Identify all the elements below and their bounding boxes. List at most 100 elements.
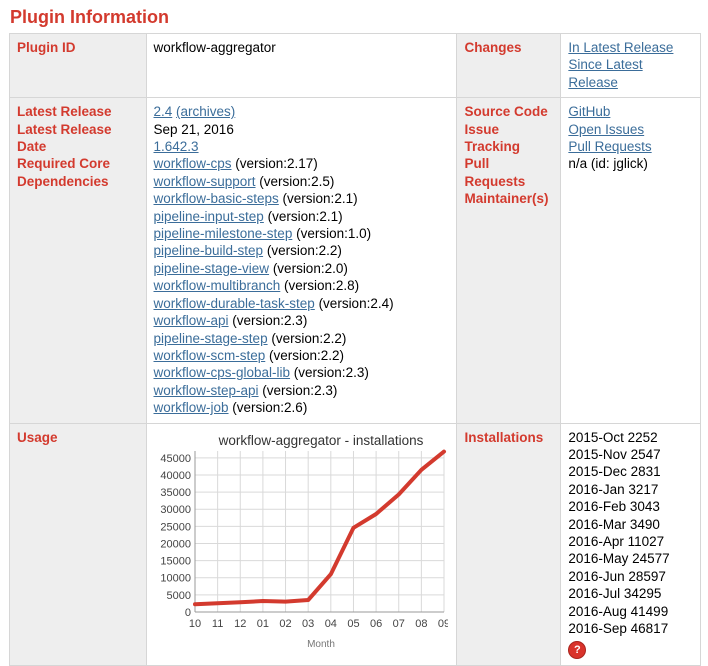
dependency-link[interactable]: workflow-durable-task-step <box>153 295 315 311</box>
plugin-id-label: Plugin ID <box>9 32 147 99</box>
dependency-version: (version:2.4) <box>314 295 394 311</box>
installation-entry: 2016-Jun 28597 <box>568 568 666 584</box>
archives-link[interactable]: (archives) <box>176 104 236 120</box>
dependency-version: (version:2.3) <box>228 313 308 329</box>
dependency-version: (version:2.17) <box>231 156 318 172</box>
installations-cell: 2015-Oct 2252 2015-Nov 2547 2015-Dec 2831 2… <box>560 422 701 666</box>
data-point <box>215 601 219 605</box>
latest-release-label: Latest Release <box>17 104 112 120</box>
installation-entry: 2016-Jan 3217 <box>568 481 659 497</box>
release-version-link[interactable]: 2.4 <box>153 104 173 120</box>
y-tick-label: 35000 <box>160 487 191 499</box>
latest-release-value: 2.4 (archives) <box>154 103 450 120</box>
plugin-info-table: Plugin ID workflow-aggregator Changes In… <box>9 32 701 666</box>
dependency-item: workflow-step-api (version:2.3) <box>154 382 450 399</box>
installation-entry: 2016-Sep 46817 <box>568 621 669 636</box>
data-point <box>419 467 423 471</box>
source-labels-cell: Source Code Issue Tracking Pull Requests… <box>456 97 562 424</box>
changes-label: Changes <box>456 32 562 99</box>
question-icon[interactable]: ? <box>568 641 587 660</box>
x-tick-label: 08 <box>415 618 427 630</box>
dependency-version: (version:2.2) <box>263 243 342 259</box>
dependency-link[interactable]: workflow-scm-step <box>153 347 266 363</box>
dependency-link[interactable]: pipeline-milestone-step <box>153 226 293 242</box>
in-latest-release-link[interactable]: In Latest Release <box>568 40 674 55</box>
installation-entry: 2016-Mar 3490 <box>568 516 660 532</box>
x-tick-label: 10 <box>188 618 200 630</box>
dependency-version: (version:2.3) <box>258 382 338 398</box>
dependencies-label: Dependencies <box>17 173 109 189</box>
dependency-item: workflow-multibranch (version:2.8) <box>154 277 450 294</box>
maintainers-label: Maintainer(s) <box>464 191 549 207</box>
page-title: Plugin Information <box>10 7 169 27</box>
x-tick-label: 03 <box>302 618 314 630</box>
since-latest-release-link[interactable]: Since Latest Release <box>568 57 643 90</box>
dependency-link[interactable]: workflow-cps <box>153 156 232 172</box>
latest-release-date-label: Latest Release Date <box>17 121 112 155</box>
open-issues-link[interactable]: Open Issues <box>568 121 645 137</box>
x-tick-label: 06 <box>369 618 381 630</box>
plugin-id-row: Plugin ID workflow-aggregator Changes In… <box>9 32 701 99</box>
installation-entry: 2016-Jul 34295 <box>568 586 662 602</box>
dependency-item: workflow-scm-step (version:2.2) <box>154 347 450 364</box>
dependency-link[interactable]: workflow-step-api <box>153 382 259 398</box>
changes-cell: In Latest Release Since Latest Release <box>560 32 701 99</box>
x-tick-label: 05 <box>347 618 359 630</box>
y-tick-label: 20000 <box>160 538 191 550</box>
x-tick-label: 01 <box>256 618 268 630</box>
dependency-item: workflow-basic-steps (version:2.1) <box>154 190 450 207</box>
installation-entry: 2016-Apr 11027 <box>568 533 665 549</box>
y-tick-label: 5000 <box>166 589 190 601</box>
data-point <box>283 599 287 603</box>
dependency-item: pipeline-stage-step (version:2.2) <box>154 330 450 347</box>
dependency-version: (version:2.2) <box>267 330 347 346</box>
release-row: Latest Release Latest Release Date Requi… <box>9 97 701 424</box>
dependency-list: workflow-cps (version:2.17) workflow-supp… <box>154 155 450 416</box>
y-tick-label: 10000 <box>160 572 191 584</box>
dependency-link[interactable]: pipeline-stage-step <box>153 330 268 346</box>
pull-requests-label: Pull Requests <box>464 156 526 189</box>
usage-row: Usage workflow-aggregator - installation… <box>9 422 701 666</box>
dependency-item: pipeline-input-step (version:2.1) <box>154 208 450 225</box>
github-link[interactable]: GitHub <box>568 104 611 120</box>
installation-entry: 2015-Oct 2252 <box>568 429 658 445</box>
dependency-item: pipeline-build-step (version:2.2) <box>154 242 450 259</box>
data-point <box>306 598 310 602</box>
data-point <box>238 600 242 604</box>
x-tick-label: 04 <box>324 618 336 630</box>
dependency-version: (version:2.1) <box>278 191 358 207</box>
dependency-link[interactable]: workflow-cps-global-lib <box>153 365 291 381</box>
dependency-version: (version:2.6) <box>228 400 308 416</box>
dependency-version: (version:2.8) <box>280 278 360 294</box>
dependency-item: workflow-support (version:2.5) <box>154 173 450 190</box>
usage-label: Usage <box>9 422 147 666</box>
installations-chart: workflow-aggregator - installations 0 5000… <box>154 428 448 654</box>
dependency-item: pipeline-milestone-step (version:1.0) <box>154 225 450 242</box>
y-tick-label: 45000 <box>160 452 191 464</box>
dependency-link[interactable]: pipeline-build-step <box>153 243 264 259</box>
dependency-link[interactable]: pipeline-stage-view <box>153 260 270 276</box>
dependency-item: workflow-durable-task-step (version:2.4) <box>154 295 450 312</box>
data-point <box>374 512 378 516</box>
required-core-link[interactable]: 1.642.3 <box>153 139 199 155</box>
dependency-link[interactable]: pipeline-input-step <box>153 208 264 224</box>
dependency-link[interactable]: workflow-basic-steps <box>153 191 279 207</box>
dependency-version: (version:2.5) <box>255 173 335 189</box>
installation-entry: 2016-Aug 41499 <box>568 603 669 619</box>
dependency-link[interactable]: workflow-job <box>153 400 229 416</box>
source-code-label: Source Code <box>464 104 548 120</box>
pull-requests-link[interactable]: Pull Requests <box>568 139 652 155</box>
required-core-value: 1.642.3 <box>154 138 450 155</box>
chart-title: workflow-aggregator - installations <box>217 433 423 448</box>
dependency-link[interactable]: workflow-support <box>153 173 256 189</box>
dependency-link[interactable]: workflow-api <box>153 313 229 329</box>
x-tick-label: 07 <box>392 618 404 630</box>
installation-entry: 2015-Nov 2547 <box>568 446 661 462</box>
maintainer-value: n/a (id: jglick) <box>568 156 648 172</box>
dependency-item: workflow-api (version:2.3) <box>154 312 450 329</box>
dependency-version: (version:1.0) <box>292 226 372 242</box>
y-tick-label: 25000 <box>160 521 191 533</box>
release-labels-cell: Latest Release Latest Release Date Requi… <box>9 97 147 424</box>
dependency-link[interactable]: workflow-multibranch <box>153 278 281 294</box>
y-tick-label: 40000 <box>160 470 191 482</box>
